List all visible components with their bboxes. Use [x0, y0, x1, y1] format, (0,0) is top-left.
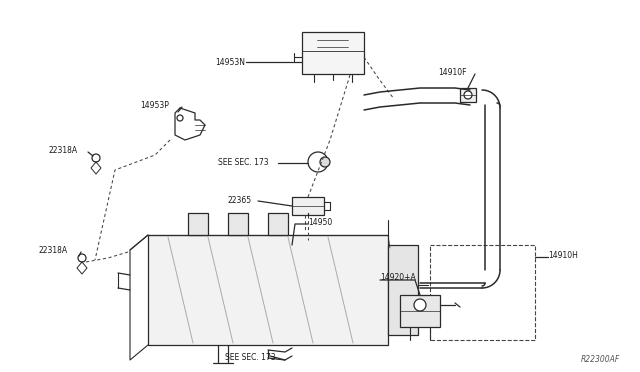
- Text: 14950: 14950: [308, 218, 332, 227]
- Circle shape: [308, 152, 328, 172]
- Circle shape: [464, 91, 472, 99]
- Text: 22318A: 22318A: [48, 145, 77, 154]
- Bar: [430, 245, 535, 340]
- Text: SEE SEC. 173: SEE SEC. 173: [218, 157, 269, 167]
- Circle shape: [320, 157, 330, 167]
- Bar: [188, 213, 208, 235]
- Text: R22300AF: R22300AF: [580, 356, 620, 365]
- Circle shape: [92, 154, 100, 162]
- Bar: [292, 197, 324, 215]
- Bar: [302, 32, 364, 74]
- Bar: [228, 213, 248, 235]
- Bar: [460, 88, 476, 102]
- Bar: [148, 235, 388, 345]
- Text: 22365: 22365: [228, 196, 252, 205]
- Text: SEE SEC. 173: SEE SEC. 173: [225, 353, 276, 362]
- Text: 14953P: 14953P: [140, 100, 169, 109]
- Bar: [268, 213, 288, 235]
- Text: 22318A: 22318A: [38, 246, 67, 254]
- Circle shape: [177, 115, 183, 121]
- Text: 14910H: 14910H: [548, 250, 578, 260]
- Bar: [388, 245, 418, 335]
- Circle shape: [78, 254, 86, 262]
- Text: 14953N: 14953N: [215, 58, 245, 67]
- Circle shape: [414, 299, 426, 311]
- Bar: [400, 295, 440, 327]
- Text: 14910F: 14910F: [438, 67, 467, 77]
- Text: 14920+A: 14920+A: [380, 273, 416, 282]
